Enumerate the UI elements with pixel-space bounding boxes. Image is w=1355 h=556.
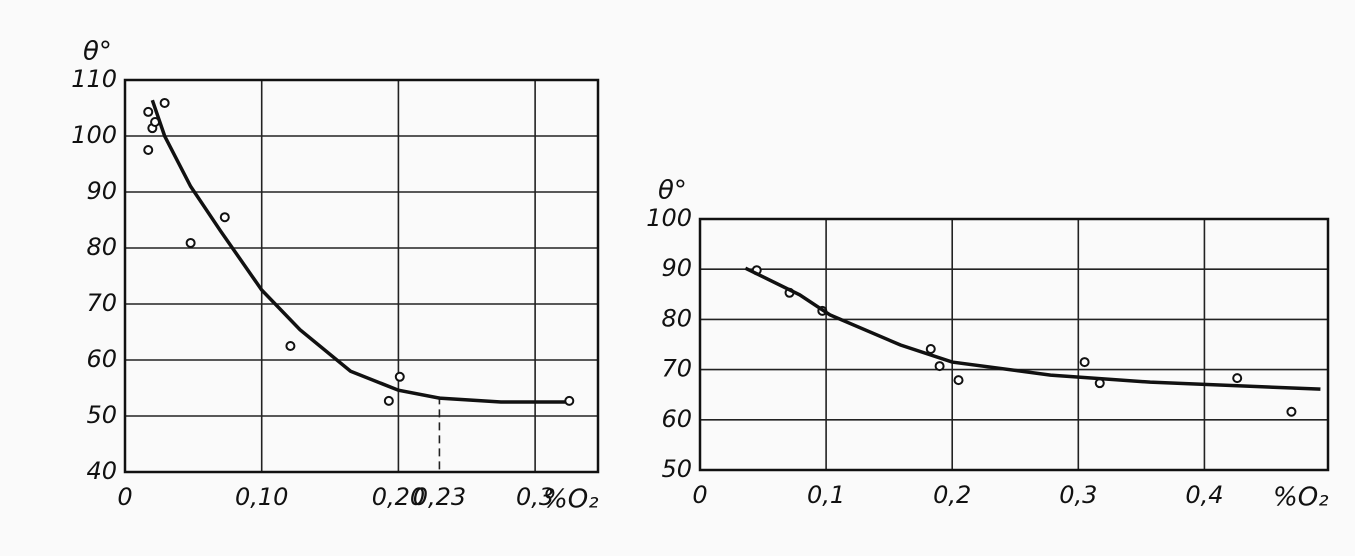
y-axis-label: θ°	[658, 176, 687, 206]
data-point	[143, 106, 154, 117]
plot-frame	[698, 217, 1330, 472]
x-tick-label: 0,3	[516, 483, 554, 511]
y-tick-label: 100	[646, 204, 692, 232]
y-axis-label: θ°	[83, 37, 112, 67]
x-tick-label: 0,1	[807, 481, 845, 509]
data-point	[394, 371, 405, 382]
x-tick-label: 0	[692, 481, 707, 509]
y-tick-label: 60	[661, 405, 692, 433]
y-tick-label: 90	[86, 177, 117, 205]
x-tick-label: 0,4	[1185, 481, 1223, 509]
x-tick-label: 0,23	[413, 483, 466, 511]
x-tick-label: 0,3	[1059, 481, 1097, 509]
x-tick-label: 0,2	[933, 481, 971, 509]
data-point	[1286, 406, 1297, 417]
y-tick-label: 60	[86, 345, 117, 373]
y-tick-label: 40	[86, 457, 117, 485]
data-point	[925, 344, 936, 355]
y-tick-label: 100	[71, 121, 117, 149]
data-point	[383, 395, 394, 406]
y-tick-label: 70	[86, 289, 117, 317]
y-tick-label: 90	[661, 254, 692, 282]
y-tick-label: 80	[661, 304, 692, 332]
x-axis-label: %O₂	[1273, 483, 1329, 513]
y-tick-label: 50	[661, 455, 692, 483]
y-tick-label: 50	[86, 401, 117, 429]
data-point	[1079, 357, 1090, 368]
data-point	[143, 145, 154, 155]
data-point	[185, 237, 196, 248]
data-point	[934, 361, 945, 372]
x-tick-label: 0,20	[372, 483, 425, 511]
x-tick-label: 0,10	[235, 483, 288, 511]
x-tick-label: 0	[117, 483, 132, 511]
data-point	[285, 341, 296, 351]
data-point	[219, 212, 230, 223]
data-point	[1232, 373, 1243, 384]
y-tick-label: 110	[71, 65, 117, 93]
y-tick-label: 70	[661, 355, 692, 383]
data-point	[953, 375, 964, 386]
x-axis-label: %O₂	[543, 485, 599, 515]
data-point	[159, 97, 170, 108]
plot-frame	[123, 78, 600, 474]
data-point	[564, 395, 575, 406]
fit-curve	[744, 266, 1321, 391]
y-tick-label: 80	[86, 233, 117, 261]
fit-curve	[150, 99, 566, 404]
